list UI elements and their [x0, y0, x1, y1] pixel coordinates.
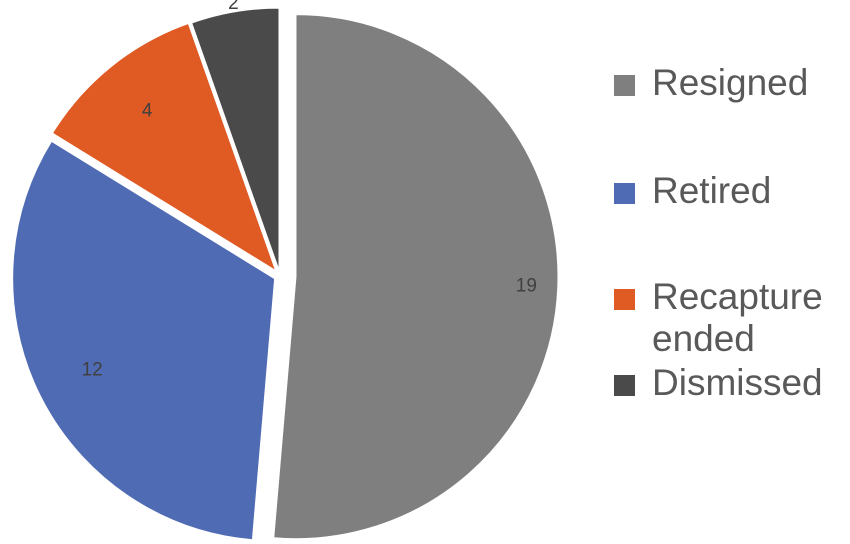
- legend-item-resigned: Resigned: [614, 62, 844, 104]
- pie-slice-recapture-ended: [51, 22, 277, 272]
- pie-slice-retired: [12, 140, 276, 541]
- legend-label-resigned: Resigned: [652, 62, 809, 103]
- pie-data-labels: 19 12 4 2: [82, 0, 537, 381]
- data-label-resigned: 19: [516, 275, 537, 296]
- legend-item-dismissed: Dismissed: [614, 362, 844, 404]
- pie-slice-dismissed: [191, 7, 280, 271]
- legend-label-recapture-ended: Recapture ended: [652, 276, 823, 359]
- legend-swatch-retired: [614, 183, 635, 204]
- data-label-retired: 12: [82, 360, 103, 381]
- legend-item-retired: Retired: [614, 170, 844, 212]
- data-label-recapture-ended: 4: [142, 101, 153, 122]
- legend-swatch-dismissed: [614, 375, 635, 396]
- legend-label-dismissed: Dismissed: [652, 362, 823, 403]
- pie-slices: [12, 7, 559, 541]
- data-label-dismissed: 2: [228, 0, 239, 14]
- legend-item-recapture-ended: Recapture ended: [614, 276, 844, 360]
- legend-swatch-resigned: [614, 75, 635, 96]
- legend-label-retired: Retired: [652, 170, 772, 211]
- pie-slice-resigned: [273, 14, 559, 540]
- legend: Resigned Retired Recapture ended Dismiss…: [614, 62, 844, 404]
- legend-swatch-recapture-ended: [614, 289, 635, 310]
